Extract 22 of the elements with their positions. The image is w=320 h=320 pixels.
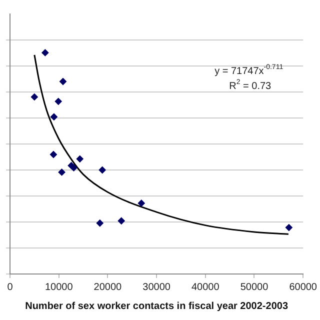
x-axis-title: Number of sex worker contacts in fiscal year 2002-2003 xyxy=(25,300,288,312)
point xyxy=(285,224,292,232)
x-tick-label: 0 xyxy=(7,282,14,293)
x-tick-label: 60000 xyxy=(289,282,318,293)
x-tick-label: 20000 xyxy=(94,282,122,293)
point xyxy=(70,164,78,172)
point xyxy=(60,78,66,85)
x-tick-label: 40000 xyxy=(191,282,220,293)
x-tick-label: 50000 xyxy=(240,282,269,293)
x-tick-label: 10000 xyxy=(44,282,74,293)
point xyxy=(98,166,106,174)
point xyxy=(42,49,49,56)
point xyxy=(58,168,66,176)
point xyxy=(30,93,38,100)
x-tick-label: 30000 xyxy=(142,282,171,293)
point xyxy=(118,217,125,224)
point xyxy=(50,113,58,120)
point xyxy=(54,98,62,105)
point xyxy=(76,155,84,162)
point xyxy=(96,220,104,227)
point xyxy=(138,200,145,207)
point xyxy=(50,151,57,158)
